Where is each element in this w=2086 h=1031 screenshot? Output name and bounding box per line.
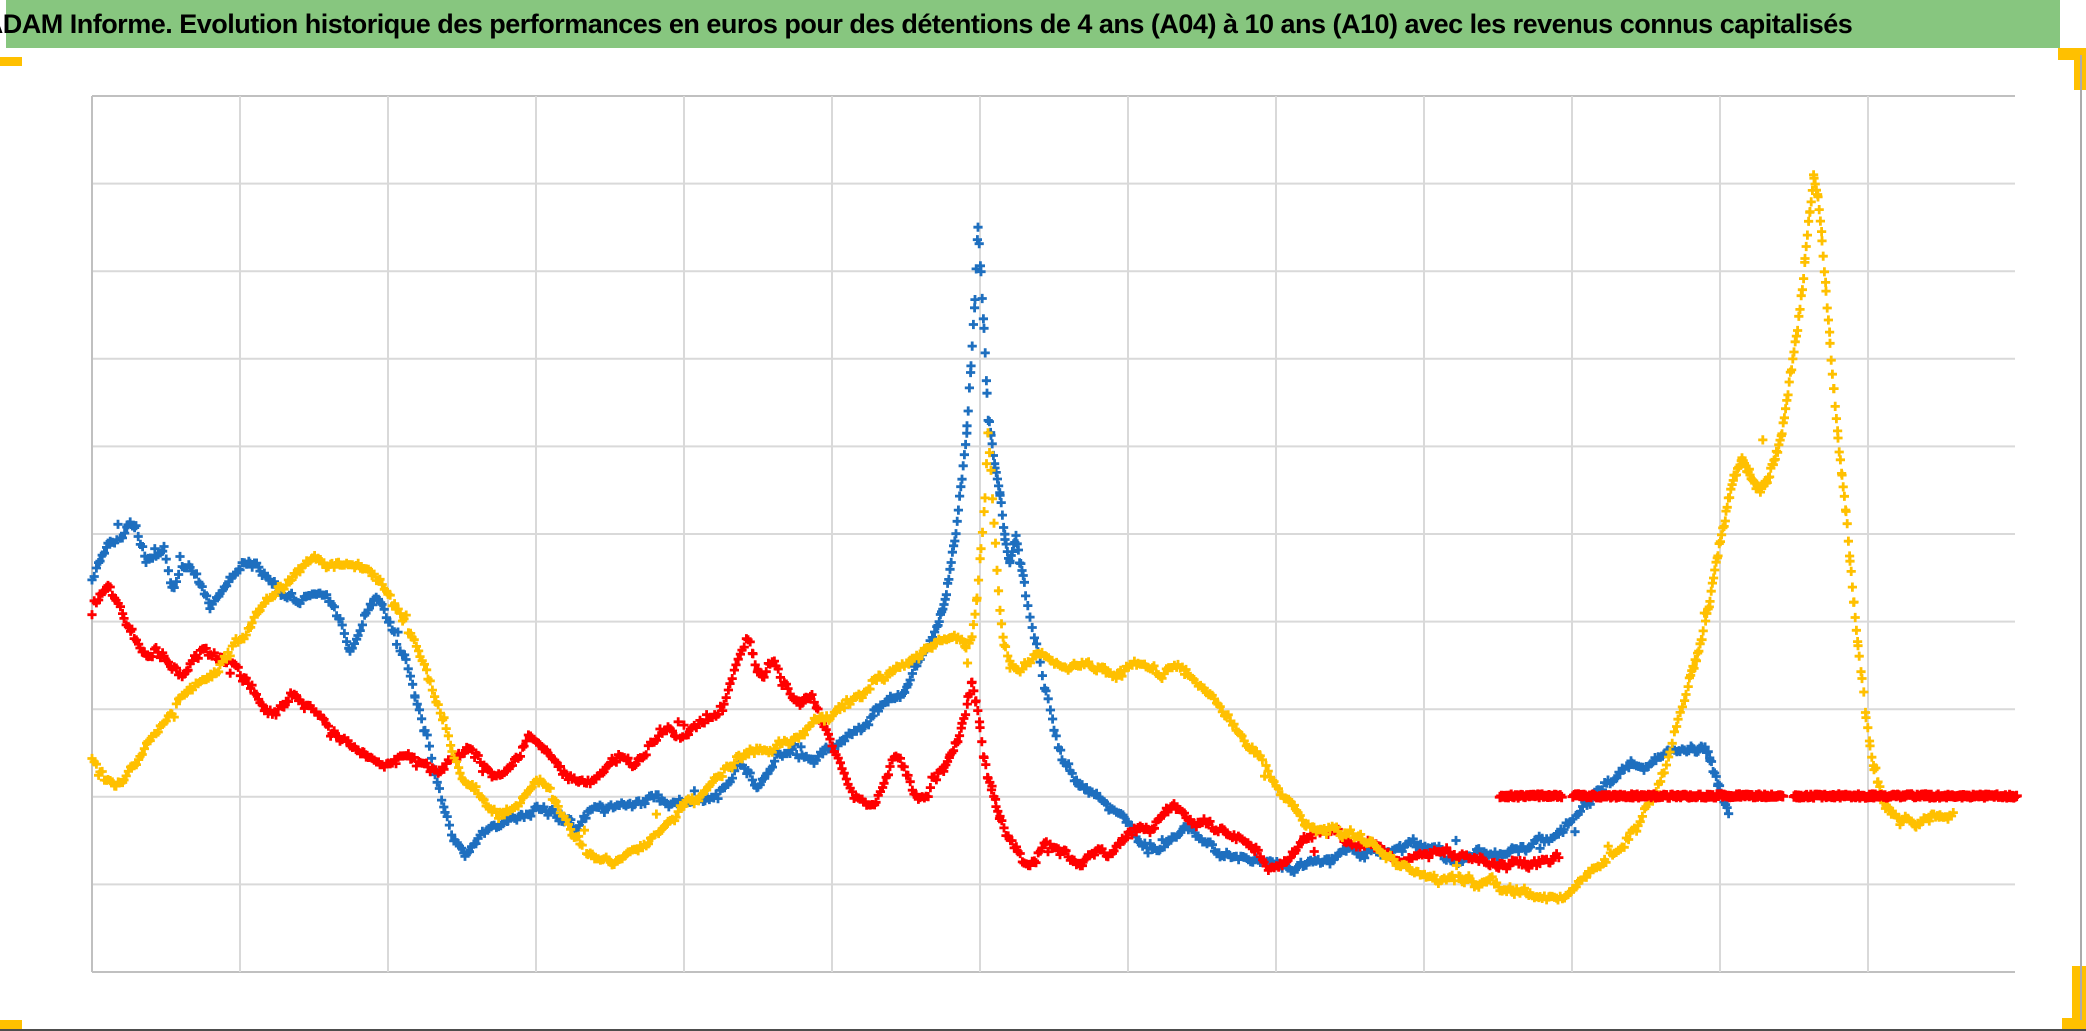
chart-series-layer — [87, 170, 2022, 905]
gold-frame-corner-bottom-right — [2062, 1018, 2086, 1031]
gold-frame-corner-bottom-right-vertical — [2072, 966, 2086, 1024]
series-yellow-points — [87, 170, 1958, 905]
series-red-flat-projection-points — [1494, 789, 2022, 803]
chart-title-bar: ADAM Informe. Evolution historique des p… — [0, 0, 2060, 48]
chart-gridlines — [91, 95, 2015, 973]
bottom-window-rule — [0, 1029, 2086, 1031]
performance-chart[interactable] — [0, 48, 2086, 1031]
chart-title: ADAM Informe. Evolution historique des p… — [0, 8, 1853, 39]
chart-object-right-border — [2080, 55, 2082, 1020]
gold-frame-mark-bottom-left — [0, 1020, 22, 1031]
series-blue-points — [87, 222, 1734, 877]
gold-frame-mark-top-left — [0, 57, 22, 66]
